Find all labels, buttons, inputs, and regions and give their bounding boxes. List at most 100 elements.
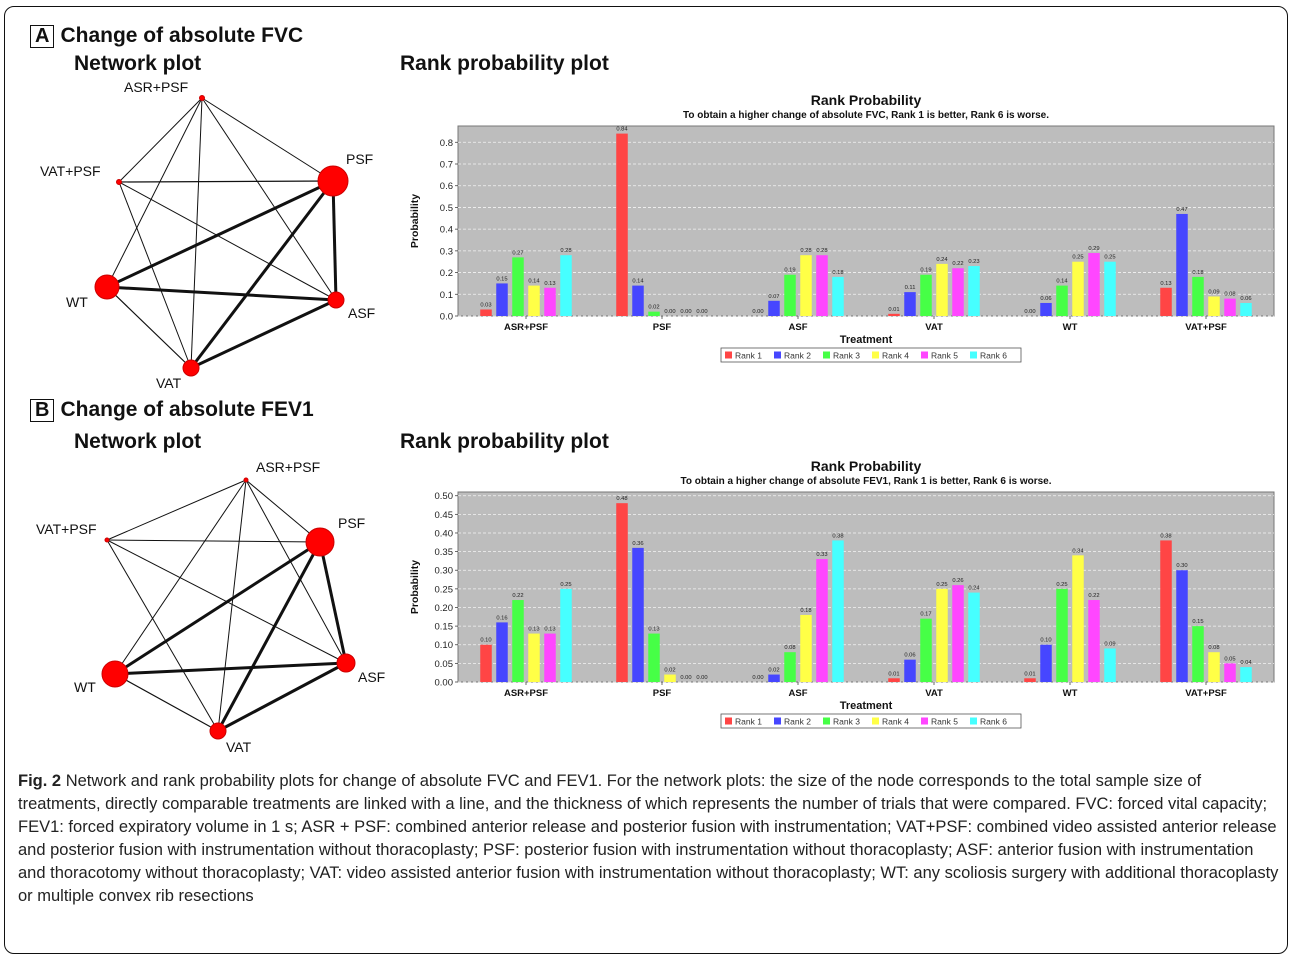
bar-value-label: 0.36 <box>632 541 643 547</box>
bar <box>480 309 492 316</box>
bar-value-label: 0.04 <box>1240 660 1252 666</box>
bar <box>528 285 540 316</box>
bar <box>560 255 572 316</box>
bar-value-label: 0.08 <box>784 645 795 651</box>
bar-value-label: 0.09 <box>1208 289 1219 295</box>
panel-a-network-heading: Network plot <box>74 52 202 75</box>
node-label: VAT <box>226 739 252 755</box>
edge <box>114 479 247 675</box>
legend-swatch <box>872 717 879 725</box>
bar <box>968 592 980 682</box>
bar-value-label: 0.06 <box>904 653 915 659</box>
bar <box>904 659 916 682</box>
edge <box>201 97 334 182</box>
edge <box>190 97 203 369</box>
bar-value-label: 0.02 <box>664 668 675 674</box>
y-tick-label: 0.8 <box>440 138 453 149</box>
bar-value-label: 0.48 <box>616 496 627 502</box>
bar-value-label: 0.13 <box>544 627 555 633</box>
y-tick-label: 0.20 <box>435 603 454 614</box>
bar <box>1072 555 1084 682</box>
edge <box>106 97 203 288</box>
bar-value-label: 0.24 <box>968 586 980 592</box>
bar-value-label: 0.00 <box>664 309 675 315</box>
bar <box>952 268 964 316</box>
bar-value-label: 0.00 <box>696 675 707 681</box>
legend-swatch <box>725 717 732 725</box>
edge <box>216 541 322 732</box>
y-tick-label: 0.25 <box>435 584 454 595</box>
bar <box>1192 276 1204 316</box>
x-tick-label: PSF <box>653 688 672 699</box>
chart-subtitle: To obtain a higher change of absolute FE… <box>680 476 1051 487</box>
y-tick-label: 0.30 <box>435 566 454 577</box>
edge <box>217 479 247 732</box>
y-tick-label: 0.15 <box>435 622 454 633</box>
panel-b-letter: B <box>30 399 55 422</box>
network-plot-b: ASR+PSF VAT+PSF PSF WT ASF VAT <box>36 459 385 755</box>
bar-value-label: 0.06 <box>1240 296 1251 302</box>
chart-title: Rank Probability <box>811 92 922 108</box>
node-label: ASF <box>358 669 385 685</box>
bar-value-label: 0.25 <box>1072 255 1083 261</box>
bar-value-label: 0.13 <box>544 281 555 287</box>
plot-area <box>457 125 1275 317</box>
legend-label: Rank 5 <box>931 717 958 727</box>
edge <box>118 180 334 183</box>
bar <box>816 559 828 682</box>
x-tick-label: ASF <box>789 322 808 333</box>
legend-swatch <box>921 351 928 359</box>
x-tick-label: VAT <box>925 688 943 699</box>
bar-value-label: 0.28 <box>560 248 571 254</box>
edge <box>106 285 337 302</box>
bar <box>920 618 932 682</box>
bar <box>1224 298 1236 316</box>
y-tick-label: 0.05 <box>435 659 454 670</box>
bar-value-label: 0.02 <box>648 305 659 311</box>
bar-value-label: 0.19 <box>920 268 931 274</box>
network-edges <box>106 479 348 733</box>
bar-value-label: 0.09 <box>1104 641 1115 647</box>
bar <box>1192 626 1204 682</box>
bar <box>800 614 812 682</box>
bar-value-label: 0.02 <box>768 668 779 674</box>
bar-value-label: 0.05 <box>1224 656 1235 662</box>
y-tick-label: 0.2 <box>440 268 453 279</box>
bar <box>496 622 508 682</box>
bar-value-label: 0.01 <box>888 307 899 313</box>
caption-text: Network and rank probability plots for c… <box>18 772 1279 905</box>
bar <box>768 300 780 316</box>
legend-label: Rank 5 <box>931 351 958 361</box>
bar-value-label: 0.00 <box>680 675 691 681</box>
bar <box>616 133 628 316</box>
bar <box>1224 663 1236 682</box>
bar <box>648 633 660 682</box>
x-tick-label: VAT <box>925 322 943 333</box>
bar-value-label: 0.22 <box>952 261 963 267</box>
panel-b-heading: B Change of absolute FEV1 <box>30 398 314 422</box>
bar-value-label: 0.11 <box>905 285 916 291</box>
edge <box>118 181 337 301</box>
x-axis-label: Treatment <box>840 700 893 712</box>
node-label: WT <box>74 679 96 695</box>
node-vat <box>209 722 227 740</box>
bar-value-label: 0.47 <box>1176 207 1187 213</box>
caption-label: Fig. 2 <box>18 772 62 790</box>
bar <box>1240 667 1252 682</box>
x-tick-label: ASR+PSF <box>504 688 548 699</box>
legend-swatch <box>872 351 879 359</box>
y-tick-label: 0.00 <box>435 678 454 689</box>
edge <box>106 539 219 732</box>
bar-value-label: 0.00 <box>1024 309 1035 315</box>
edge <box>245 479 321 543</box>
bar <box>512 257 524 316</box>
bar <box>528 633 540 682</box>
bar <box>648 311 660 316</box>
bar-value-label: 0.01 <box>888 671 899 677</box>
legend-swatch <box>774 351 781 359</box>
panel-b-title: Change of absolute FEV1 <box>60 398 314 421</box>
bar <box>832 540 844 682</box>
bar <box>768 674 780 682</box>
bar-value-label: 0.38 <box>1160 533 1171 539</box>
bar-value-label: 0.25 <box>1056 582 1067 588</box>
